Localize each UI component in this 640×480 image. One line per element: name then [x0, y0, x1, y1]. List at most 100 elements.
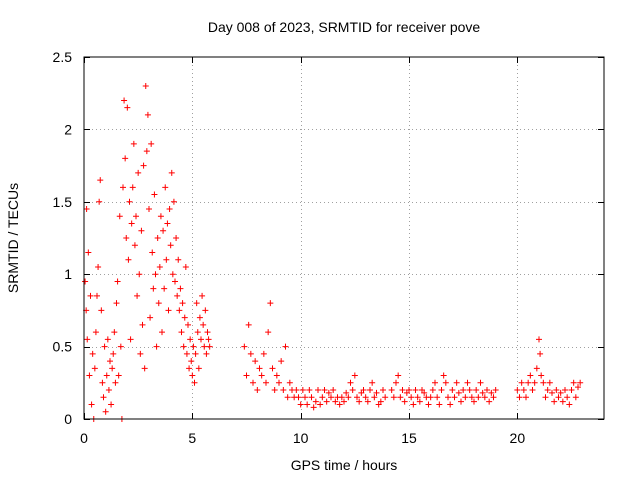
data-point [280, 387, 287, 394]
data-point [150, 285, 157, 292]
data-point [204, 329, 211, 336]
data-point [195, 365, 202, 372]
data-point [193, 300, 200, 307]
chart-title: Day 008 of 2023, SRMTID for receiver pov… [208, 19, 481, 35]
data-point [401, 398, 408, 405]
data-point [408, 394, 415, 401]
data-point [127, 336, 134, 343]
data-point [198, 336, 204, 343]
data-point [293, 387, 300, 394]
data-point [395, 372, 402, 379]
data-point [319, 394, 326, 401]
data-point [351, 372, 358, 379]
data-point [164, 220, 171, 227]
data-point [458, 398, 464, 405]
data-point [138, 227, 145, 234]
data-point [414, 394, 421, 401]
data-point [516, 394, 523, 401]
data-point [129, 184, 136, 191]
data-point [146, 206, 152, 213]
data-point [157, 213, 164, 220]
data-point [312, 398, 319, 405]
data-point [564, 394, 571, 401]
data-point [466, 387, 473, 394]
data-point [533, 365, 540, 372]
data-point [162, 184, 169, 191]
data-point [201, 343, 208, 350]
data-point [185, 321, 191, 328]
data-point [186, 365, 193, 372]
data-point [462, 394, 469, 401]
data-point [536, 336, 542, 343]
data-point [128, 220, 135, 227]
data-point [427, 394, 434, 401]
data-point [514, 387, 521, 394]
data-point [486, 398, 493, 405]
data-point [440, 372, 447, 379]
data-point [121, 97, 128, 104]
x-tick-label: 15 [401, 430, 417, 446]
data-point [113, 300, 120, 307]
data-point [134, 292, 141, 299]
data-point [546, 379, 553, 386]
data-point [177, 285, 184, 292]
data-point [245, 321, 252, 328]
data-point [109, 365, 116, 372]
y-tick-label: 0 [64, 411, 72, 427]
data-point [438, 387, 445, 394]
data-point [120, 184, 126, 191]
data-point [464, 379, 471, 386]
data-point [142, 82, 149, 89]
data-point [202, 307, 209, 314]
data-point [173, 235, 180, 241]
data-point [89, 350, 96, 357]
data-point [165, 307, 172, 314]
data-point [110, 350, 117, 357]
data-point [455, 389, 462, 396]
data-point [99, 379, 106, 386]
data-point [188, 358, 195, 365]
data-point [187, 336, 194, 343]
data-point [169, 271, 176, 278]
data-point [434, 394, 441, 401]
data-point [399, 387, 406, 394]
data-point [373, 389, 380, 396]
data-point [191, 379, 198, 386]
data-point [265, 329, 272, 336]
data-point [140, 162, 147, 169]
data-point [577, 379, 584, 386]
data-point [152, 271, 159, 278]
data-point [295, 394, 302, 401]
data-point [484, 387, 490, 394]
data-point [460, 387, 467, 394]
data-point [258, 372, 265, 379]
data-point [107, 358, 113, 365]
data-point [445, 394, 451, 401]
data-point [181, 314, 188, 321]
data-point [410, 401, 417, 408]
data-point [130, 140, 137, 147]
data-point [194, 329, 201, 336]
data-point [371, 394, 378, 401]
data-point [182, 263, 189, 270]
data-point [179, 300, 186, 307]
data-point [112, 379, 119, 386]
data-point [100, 394, 107, 401]
data-point [141, 365, 148, 372]
data-point [572, 394, 579, 401]
data-point [83, 206, 90, 213]
data-point [125, 256, 132, 263]
data-point [362, 394, 369, 401]
data-point [566, 401, 573, 408]
x-tick-label: 5 [188, 430, 196, 446]
data-point [205, 336, 212, 343]
data-point [260, 350, 267, 357]
data-point [310, 404, 317, 411]
data-point [555, 394, 562, 401]
data-point [364, 398, 371, 405]
data-point [406, 387, 412, 394]
data-point [108, 401, 115, 408]
data-point [551, 398, 558, 405]
data-point [575, 384, 581, 391]
